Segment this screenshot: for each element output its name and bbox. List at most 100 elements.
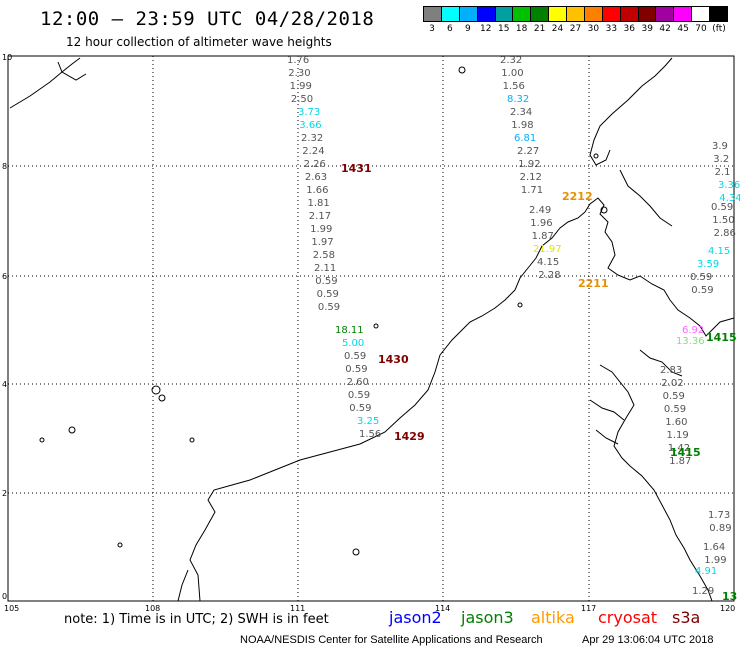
wave-height-value: 1.56: [503, 81, 525, 92]
legend-swatch: [549, 7, 567, 21]
legend-tick-label: (ft): [712, 24, 726, 34]
wave-height-value: 2.28: [538, 270, 560, 281]
latitude-label: 2: [2, 489, 7, 498]
map-frame: [7, 55, 735, 602]
wave-height-value: 2.50: [291, 94, 313, 105]
wave-height-value: 2.60: [347, 377, 369, 388]
wave-height-value: 1.73: [708, 510, 730, 521]
legend-swatch: [656, 7, 675, 21]
satellite-name: jason3: [461, 608, 514, 627]
wave-height-value: 3.2: [713, 154, 729, 165]
wave-height-value: 4.91: [695, 566, 717, 577]
wave-height-value: 2.1: [715, 167, 731, 178]
legend-swatch: [441, 7, 460, 21]
wave-height-value: 1.19: [667, 430, 689, 441]
wave-height-value: 2.58: [313, 250, 335, 261]
color-legend: 3 6 9 12 15 18 21 24 27 30 33 36 39 42 45 70 (ft): [423, 6, 728, 34]
wave-height-value: 2.11: [314, 263, 336, 274]
wave-height-value: 1.96: [530, 218, 552, 229]
longitude-label: 111: [290, 604, 305, 613]
latitude-label: 4: [2, 380, 7, 389]
wave-height-tracks: 1.76 2.30 1.99 2.50 3.73 3.66 2.32 2.24 2.26 2.63…: [287, 55, 740, 597]
small-islands: [39, 66, 608, 556]
wave-height-value: 2.49: [529, 205, 551, 216]
wave-height-value: 2.83: [660, 365, 682, 376]
wave-height-value: 1.66: [306, 185, 328, 196]
legend-swatch: [584, 7, 603, 21]
wave-height-value: 2.32: [301, 133, 323, 144]
wave-height-value: 2.17: [309, 211, 331, 222]
wave-height-value: 2.12: [520, 172, 542, 183]
wave-height-value: 1.60: [665, 417, 687, 428]
legend-ticks: 3 6 9 12 15 18 21 24 27 30 33 36 39 42 45 70 (ft): [423, 24, 728, 34]
longitude-labels: 105 108 111 114 117 120: [4, 604, 735, 613]
wave-height-value: 21.97: [533, 244, 562, 255]
legend-tick-label: 15: [497, 24, 510, 34]
wave-height-value: 13.36: [676, 336, 705, 347]
wave-height-value: 1.98: [511, 120, 533, 131]
latitude-label: 10: [2, 53, 12, 62]
legend-swatch: [531, 7, 550, 21]
wave-height-value: 1.50: [712, 215, 734, 226]
legend-tick-label: 24: [551, 24, 564, 34]
legend-tick-label: 21: [533, 24, 546, 34]
legend-tick-label: 36: [623, 24, 635, 34]
pass-time-label: 1415: [706, 331, 737, 344]
wave-height-value: 1.76: [287, 55, 309, 66]
wave-height-value: 0.59: [318, 302, 340, 313]
longitude-label: 117: [581, 604, 596, 613]
legend-tick-label: 33: [605, 24, 618, 34]
wave-height-value: 6.92: [682, 325, 704, 336]
legend-tick-label: 18: [515, 24, 528, 34]
wave-height-value: 8.32: [507, 94, 529, 105]
wave-height-value: 4.15: [708, 246, 730, 257]
wave-height-value: 1.99: [704, 555, 726, 566]
longitude-label: 108: [145, 604, 160, 613]
wave-height-value: 3.66: [299, 120, 321, 131]
wave-height-value: 2.27: [517, 146, 539, 157]
wave-height-value: 0.59: [690, 272, 712, 283]
wave-height-value: 2.63: [305, 172, 327, 183]
wave-height-value: 0.89: [709, 523, 731, 534]
longitude-label: 120: [720, 604, 735, 613]
satellite-name: jason2: [389, 608, 442, 627]
longitude-label: 105: [4, 604, 19, 613]
footer-note: note: 1) Time is in UTC; 2) SWH is in fe…: [64, 612, 329, 627]
graticule: [8, 56, 734, 601]
satellite-name: altika: [531, 608, 575, 627]
legend-swatch: [459, 7, 478, 21]
wave-height-value: 0.59: [348, 390, 370, 401]
legend-tick-label: 6: [447, 24, 453, 34]
legend-swatch: [567, 7, 585, 21]
legend-color-bar: [423, 6, 728, 22]
latitude-label: 6: [2, 272, 7, 281]
credit-line: NOAA/NESDIS Center for Satellite Applica…: [240, 634, 543, 646]
wave-height-value: 2.34: [510, 107, 532, 118]
pass-time-label: 1430: [378, 353, 409, 366]
legend-swatch: [710, 7, 727, 21]
wave-height-value: 5.00: [342, 338, 364, 349]
legend-tick-label: 42: [659, 24, 671, 34]
legend-swatch: [674, 7, 693, 21]
legend-tick-label: 45: [677, 24, 689, 34]
wave-height-value: 0.59: [317, 289, 339, 300]
wave-height-value: 0.59: [345, 364, 367, 375]
pass-time-label: 13: [722, 590, 737, 603]
legend-swatch: [495, 7, 514, 21]
satellite-name: s3a: [672, 608, 701, 627]
wave-height-value: 3.36: [718, 180, 740, 191]
legend-swatch: [513, 7, 532, 21]
wave-height-value: 6.81: [514, 133, 536, 144]
wave-height-value: 2.26: [304, 159, 326, 170]
wave-height-value: 1.81: [308, 198, 330, 209]
pass-time-label: 1429: [394, 430, 425, 443]
wave-height-value: 2.32: [500, 55, 522, 66]
wave-height-value: 3.25: [357, 416, 379, 427]
legend-tick-label: 27: [569, 24, 582, 34]
legend-swatch: [620, 7, 639, 21]
wave-height-value: 1.71: [521, 185, 543, 196]
wave-height-value: 0.59: [344, 351, 366, 362]
wave-height-value: 3.59: [697, 259, 719, 270]
legend-tick-label: 30: [587, 24, 600, 34]
